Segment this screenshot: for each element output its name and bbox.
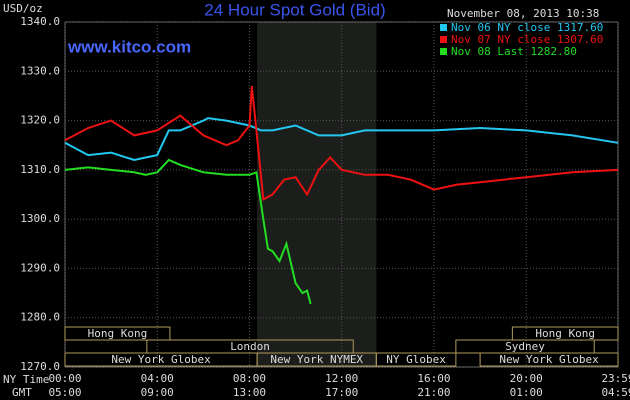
site-url: www.kitco.com [67, 37, 191, 56]
gmt-tick-label: 13:00 [233, 386, 266, 399]
x-tick-label: 20:00 [510, 372, 543, 385]
session-label: Sydney [505, 340, 545, 353]
y-tick-label: 1320.0 [20, 114, 60, 127]
series-line [64, 85, 619, 201]
y-tick-label: 1310.0 [20, 163, 60, 176]
x-tick-label: 16:00 [417, 372, 450, 385]
legend-swatch [440, 24, 447, 31]
timestamp: November 08, 2013 10:38 [447, 7, 599, 20]
gmt-tick-label: 17:00 [325, 386, 358, 399]
session-shade [257, 22, 377, 367]
legend-label: Nov 08 Last 1282.80 [451, 45, 577, 58]
gmt-tick-label: 09:00 [141, 386, 174, 399]
series-line [64, 158, 312, 305]
y-tick-label: 1270.0 [20, 360, 60, 373]
y-tick-label: 1300.0 [20, 212, 60, 225]
legend-swatch [440, 36, 447, 43]
gmt-tick-label: 21:00 [417, 386, 450, 399]
x-tick-label: 00:00 [48, 372, 81, 385]
y-axis-label: USD/oz [3, 2, 43, 15]
legend-label: Nov 06 NY close 1317.60 [451, 21, 603, 34]
session-label: Hong Kong [535, 327, 595, 340]
session-label: London [230, 340, 270, 353]
session-label: Hong Kong [88, 327, 148, 340]
session-box [479, 352, 619, 367]
session-label: New York NYMEX [270, 353, 363, 366]
session-box [375, 352, 457, 367]
y-tick-label: 1330.0 [20, 64, 60, 77]
x-tick-label: 12:00 [325, 372, 358, 385]
session-label: New York Globex [499, 353, 599, 366]
chart-title: 24 Hour Spot Gold (Bid) [204, 0, 385, 19]
gmt-tick-label: 04:59 [601, 386, 630, 399]
gmt-tick-label: 05:00 [48, 386, 81, 399]
session-label: NY Globex [386, 353, 446, 366]
gmt-tick-label: 01:00 [510, 386, 543, 399]
legend-swatch [440, 48, 447, 55]
y-tick-label: 1290.0 [20, 261, 60, 274]
row-label: NY Time [3, 373, 49, 386]
row-label: GMT [12, 386, 32, 399]
y-tick-label: 1340.0 [20, 15, 60, 28]
x-tick-label: 08:00 [233, 372, 266, 385]
x-tick-label: 04:00 [141, 372, 174, 385]
x-tick-label: 23:59 [601, 372, 630, 385]
legend-label: Nov 07 NY close 1307.60 [451, 33, 603, 46]
y-tick-label: 1280.0 [20, 311, 60, 324]
session-box [64, 326, 171, 341]
session-label: New York Globex [111, 353, 211, 366]
